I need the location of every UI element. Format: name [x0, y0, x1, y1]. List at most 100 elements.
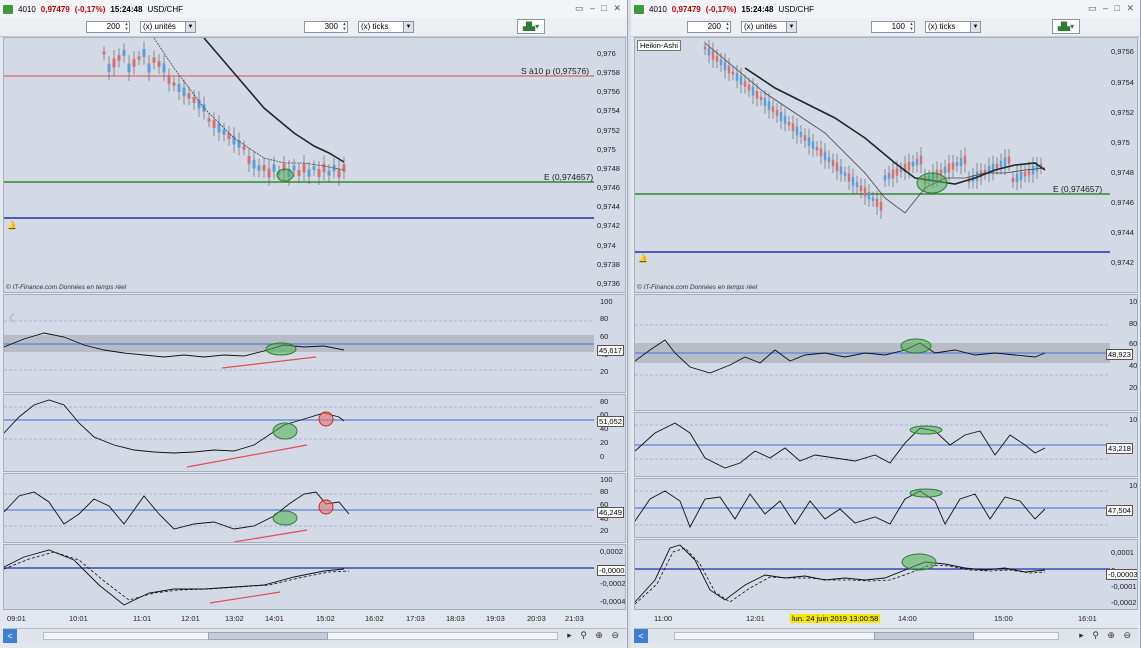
chart-type-icon[interactable]: ▟▙▾ — [517, 19, 545, 34]
candle-body — [1027, 168, 1031, 176]
candle-body — [951, 162, 955, 170]
candle-body — [322, 163, 326, 173]
candle-body — [302, 163, 306, 173]
candle-body — [177, 84, 181, 92]
ticks-select[interactable]: (x) ticks ▼ — [358, 21, 414, 33]
candle-body — [317, 168, 321, 178]
units-stepper[interactable]: 200 — [86, 21, 130, 33]
candle-body — [107, 64, 111, 72]
candle-body — [202, 104, 206, 112]
scroll-thumb[interactable] — [874, 632, 974, 640]
candle-body — [715, 56, 719, 62]
indicator-panel-2[interactable]: 100 43,218 — [634, 412, 1138, 477]
chart-scrollbar[interactable]: < ▸ ⚲ ⊕ ⊖ — [3, 628, 626, 643]
candle-body — [883, 175, 887, 181]
indicator-panel-2[interactable]: 80 60 40 20 0 51,052 — [3, 394, 626, 472]
candle-body — [1035, 164, 1039, 172]
candle-body — [1039, 163, 1043, 169]
ticks-stepper[interactable]: 300 — [304, 21, 348, 33]
chart-toolbar: 200 (x) unités ▼ 100 (x) ticks ▼ ▟▙▾ — [631, 18, 1140, 37]
ticks-select[interactable]: (x) ticks ▼ — [925, 21, 981, 33]
heikin-ashi-tag[interactable]: Heikin-Ashi — [637, 40, 681, 51]
candle-body — [207, 118, 211, 122]
indicator-panel-1[interactable]: 100 80 60 40 20 48,923 — [634, 294, 1138, 411]
scroll-thumb[interactable] — [208, 632, 328, 640]
units-stepper[interactable]: 200 — [687, 21, 731, 33]
candle-body — [775, 109, 779, 116]
candle-body — [297, 169, 301, 177]
macd-panel[interactable]: 0,0002 -0,0002 -0,0004 -0,00003 — [3, 544, 626, 610]
chevron-down-icon: ▼ — [185, 22, 195, 32]
candle-body — [342, 164, 346, 172]
time-axis: 09:01 10:01 11:01 12:01 13:02 14:01 15:0… — [3, 612, 626, 626]
ind-tick: 80 — [600, 314, 609, 323]
scroll-track[interactable] — [674, 632, 1059, 640]
ticks-stepper[interactable]: 100 — [871, 21, 915, 33]
candle-body — [1003, 157, 1007, 167]
candle-body — [222, 129, 226, 135]
macd-panel[interactable]: 0,0001 0 -0,0001 -0,0002 -0,00003 — [634, 539, 1138, 610]
units-select[interactable]: (x) unités ▼ — [741, 21, 797, 33]
ind-tick: 0,0001 — [1111, 548, 1134, 557]
indicator-panel-3[interactable]: 100 80 60 40 20 46,249 — [3, 473, 626, 543]
ind-tick: 60 — [600, 332, 609, 341]
chart-type-icon[interactable]: ▟▙▾ — [1052, 19, 1080, 34]
candle-body — [747, 84, 751, 91]
time-tick: 09:01 — [7, 614, 26, 623]
candle-body — [911, 161, 915, 167]
time-tick: 15:02 — [316, 614, 335, 623]
candle-body — [262, 164, 266, 172]
candle-body — [1019, 171, 1023, 181]
price-panel-left[interactable]: 0,976 0,9758 0,9756 0,9754 0,9752 0,975 … — [3, 37, 626, 293]
share-icon[interactable]: < — [634, 629, 648, 643]
units-select[interactable]: (x) unités ▼ — [140, 21, 196, 33]
zoom-tools[interactable]: ▸ ⚲ ⊕ ⊖ — [1079, 630, 1134, 640]
candle-body — [919, 155, 923, 165]
chart-scrollbar[interactable]: < ▸ ⚲ ⊕ ⊖ — [634, 628, 1138, 643]
bell-icon[interactable]: 🔔 — [7, 221, 17, 230]
candle-body — [955, 162, 959, 166]
change-label: (-0,17%) — [74, 4, 106, 14]
entry-level-label: E (0,974657) — [1053, 184, 1103, 194]
candle-body — [1031, 165, 1035, 175]
indicator-panel-3[interactable]: 100 47,504 — [634, 478, 1138, 538]
share-icon[interactable]: < — [3, 629, 17, 643]
candle-body — [212, 120, 216, 128]
entry-level-label: E (0,974657) — [544, 172, 594, 182]
candle-body — [763, 98, 767, 106]
ind-tick: 0,0002 — [600, 547, 623, 556]
candle-body — [237, 140, 241, 148]
candle-body — [719, 59, 723, 66]
candle-body — [791, 123, 795, 132]
candle-body — [152, 57, 156, 63]
symbol-label: USD/CHF — [147, 4, 183, 14]
arrow-left-icon[interactable]: ‹ — [8, 303, 16, 330]
price-panel-right[interactable]: Heikin-Ashi 0,9756 0,9754 0,9752 0,975 0… — [634, 37, 1138, 293]
candle-body — [147, 63, 151, 73]
candle-body — [743, 81, 747, 87]
candle-body — [859, 185, 863, 192]
candle-body — [739, 75, 743, 85]
ind-tick: -0,0001 — [1111, 582, 1137, 591]
candle-body — [102, 51, 106, 55]
ind-tick: 40 — [600, 514, 609, 523]
candle-body — [839, 166, 843, 175]
symbol-label: USD/CHF — [778, 4, 814, 14]
window-controls[interactable]: ▭ – □ ✕ — [575, 3, 623, 13]
candle-body — [779, 111, 783, 121]
candle-body — [327, 170, 331, 176]
price-tick: 0,9744 — [1111, 228, 1134, 237]
price-tick: 0,9738 — [597, 260, 620, 269]
indicator-panel-1[interactable]: ‹ 100 80 60 40 20 45,617 — [3, 294, 626, 393]
candle-body — [282, 164, 286, 172]
price-tick: 0,9756 — [597, 87, 620, 96]
time-tick: 15:00 — [994, 614, 1013, 623]
instrument-icon — [634, 4, 644, 14]
indicator-value: 47,504 — [1106, 505, 1133, 516]
bell-icon[interactable]: 🔔 — [638, 254, 648, 263]
candle-body — [217, 123, 221, 133]
time-axis: 11:00 12:01 lun. 24 juin 2019 13:00:58 1… — [634, 612, 1138, 626]
window-controls[interactable]: ▭ – □ ✕ — [1088, 3, 1136, 13]
zoom-tools[interactable]: ▸ ⚲ ⊕ ⊖ — [567, 630, 622, 640]
candle-body — [795, 126, 799, 136]
